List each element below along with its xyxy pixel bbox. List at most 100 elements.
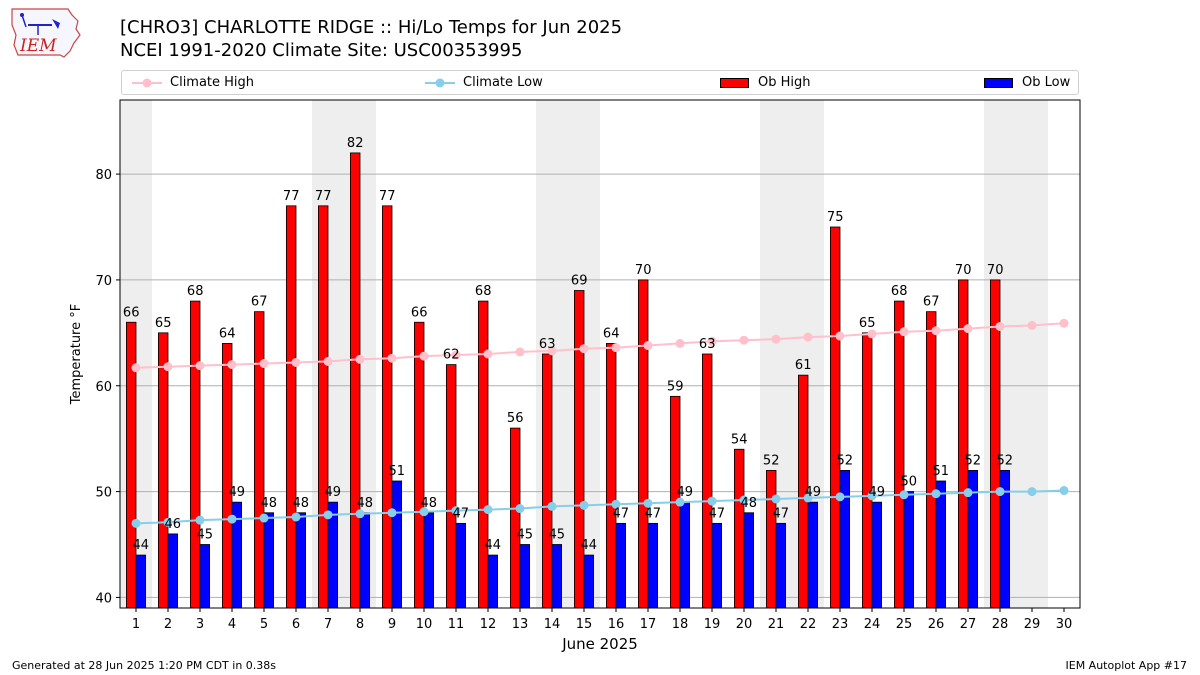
ob-low-value-label: 51 [389, 464, 406, 479]
climate-high-point [515, 347, 525, 357]
climate-low-point [1059, 486, 1069, 496]
ob-low-value-label: 46 [165, 517, 182, 532]
ob-low-bar [263, 512, 275, 609]
ob-low-bar [551, 544, 563, 609]
x-tick-label: 17 [640, 617, 657, 632]
y-tick-label: 60 [95, 380, 112, 395]
ob-high-value-label: 63 [699, 337, 716, 352]
data-labels: 66 65 68 64 67 77 77 82 77 66 62 68 56 63 69 64 70 59 63 54… [123, 136, 1013, 553]
climate-high-line [135, 322, 1065, 369]
climate-low-point [707, 496, 717, 506]
ob-low-bar [583, 554, 595, 609]
ob-high-bar [445, 364, 457, 609]
x-tick-label: 25 [896, 617, 913, 632]
ob-high-bar [862, 332, 873, 609]
ob-high-bar [702, 353, 713, 609]
ob-high-bar [253, 311, 265, 609]
climate-low-point [547, 501, 557, 511]
climate-low-point [419, 507, 429, 517]
climate-high-point [803, 332, 813, 342]
ob-low-bar [391, 480, 403, 609]
climate-high-point [1027, 320, 1037, 330]
climate-low-point [163, 517, 173, 527]
ob-low-value-label: 45 [549, 528, 566, 543]
ob-low-value-label: 47 [709, 506, 726, 521]
climate-high-point [419, 351, 429, 361]
x-tick-label: 14 [544, 617, 561, 632]
generated-timestamp: Generated at 28 Jun 2025 1:20 PM CDT in … [12, 659, 277, 672]
climate-high-point [1059, 318, 1069, 328]
x-tick-label: 27 [960, 617, 977, 632]
ob-low-value-label: 48 [357, 496, 374, 511]
ob-high-bar [894, 300, 905, 609]
ob-low-bar [903, 491, 915, 609]
ob-low-value-label: 52 [837, 453, 854, 468]
ob-low-bar [647, 522, 659, 609]
x-tick-label: 29 [1024, 617, 1041, 632]
x-tick-label: 23 [832, 617, 849, 632]
ob-low-value-label: 44 [581, 538, 598, 553]
climate-low-point [1027, 487, 1037, 497]
ob-low-bar [807, 501, 819, 609]
x-tick-label: 24 [864, 617, 881, 632]
ob-high-bar [381, 205, 393, 609]
climate-high-point [195, 361, 205, 371]
ob-high-bar [349, 152, 361, 609]
iem-logo: IEM [8, 5, 82, 63]
y-tick-label: 70 [95, 274, 112, 289]
ob-low-bar [487, 554, 499, 609]
ob-high-value-label: 65 [859, 316, 876, 331]
x-tick-label: 13 [512, 617, 529, 632]
ob-low-value-label: 47 [613, 506, 630, 521]
ob-low-value-label: 47 [453, 506, 470, 521]
ob-high-value-label: 68 [475, 284, 492, 299]
climate-high-point [131, 363, 141, 373]
x-tick-label: 20 [736, 617, 753, 632]
ob-low-value-label: 48 [293, 496, 310, 511]
x-tick-label: 21 [768, 617, 785, 632]
climate-low-point [867, 491, 877, 501]
ob-low-value-label: 52 [965, 453, 982, 468]
x-axis-ticks: 1 2 3 4 5 6 7 8 9 10 11 12 13 14 15 16 17 18 19 20 21 22 23 24 2… [132, 608, 1072, 632]
x-tick-label: 28 [992, 617, 1009, 632]
climate-low-point [995, 487, 1005, 497]
ob-high-value-label: 70 [987, 263, 1004, 278]
climate-low-point [739, 495, 749, 505]
climate-high-point [739, 335, 749, 345]
ob-low-value-label: 44 [485, 538, 502, 553]
ob-low-bar [615, 522, 627, 609]
climate-low-point [643, 498, 653, 508]
ob-high-value-label: 70 [635, 263, 652, 278]
ob-high-bar [157, 332, 169, 609]
ob-high-bar [285, 205, 297, 609]
climate-high-point [387, 353, 397, 363]
chart-subtitle: NCEI 1991-2020 Climate Site: USC00353995 [120, 40, 523, 61]
ob-high-bar [926, 311, 937, 609]
climate-low-point [355, 509, 365, 519]
y-axis-ticks: 40 50 60 70 80 [95, 168, 120, 606]
x-tick-label: 30 [1056, 617, 1073, 632]
x-tick-label: 26 [928, 617, 945, 632]
ob-high-value-label: 67 [923, 295, 940, 310]
climate-high-point [323, 356, 333, 366]
x-tick-label: 9 [388, 617, 396, 632]
x-tick-label: 2 [164, 617, 172, 632]
ob-high-value-label: 65 [155, 316, 172, 331]
ob-low-bar [423, 512, 435, 609]
climate-low-swatch-icon [425, 78, 455, 87]
ob-low-value-label: 47 [773, 506, 790, 521]
climate-high-point [771, 334, 781, 344]
ob-high-bar [606, 343, 617, 609]
climate-low-line [135, 489, 1065, 525]
climate-high-point [675, 338, 685, 348]
ob-low-bar [743, 512, 755, 609]
ob-low-bar [519, 544, 531, 609]
climate-high-point [611, 343, 621, 353]
x-tick-label: 16 [608, 617, 625, 632]
ob-low-bar [199, 544, 211, 609]
climate-high-swatch-icon [132, 78, 162, 87]
ob-low-value-label: 51 [933, 464, 950, 479]
x-tick-label: 1 [132, 617, 140, 632]
ob-high-value-label: 82 [347, 136, 364, 151]
x-tick-label: 7 [324, 617, 332, 632]
